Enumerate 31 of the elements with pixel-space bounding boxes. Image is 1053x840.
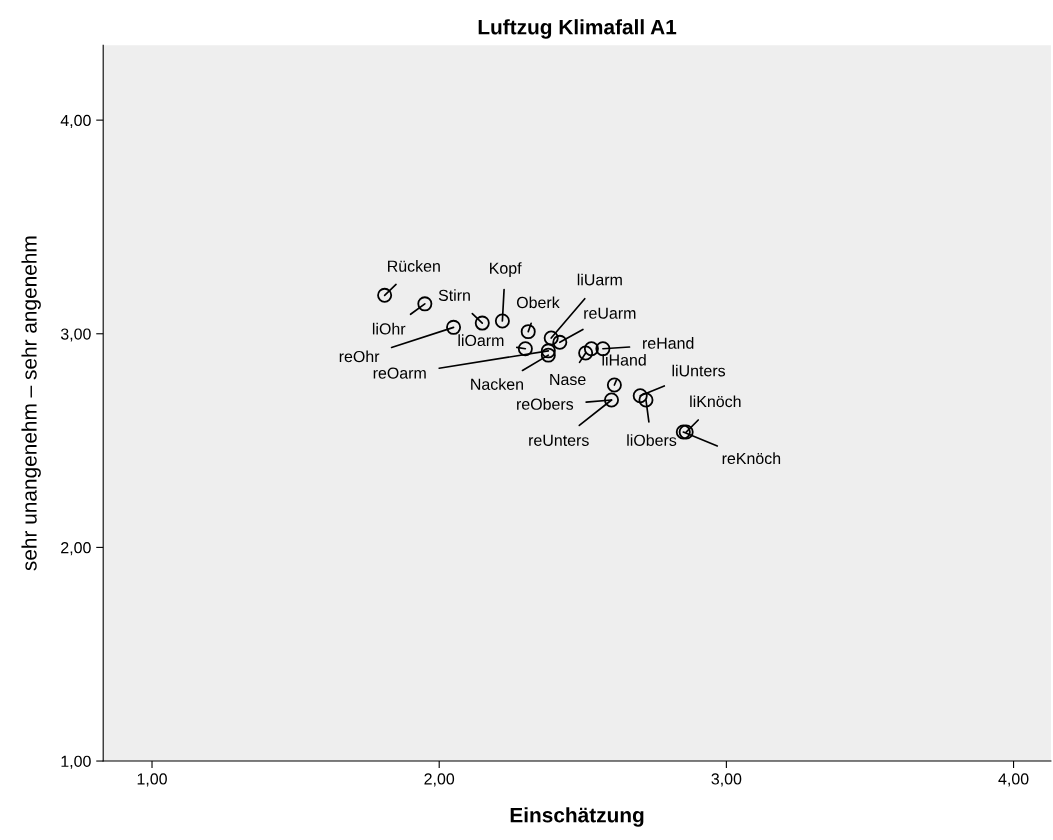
annotation: reKnöch bbox=[722, 452, 781, 465]
annotation: Nacken bbox=[471, 378, 523, 390]
y-tick-label: 1,00 bbox=[61, 755, 91, 769]
annotation: Oberk bbox=[516, 296, 560, 309]
annotation: reOhr bbox=[339, 350, 380, 363]
y-tick-label: 3,00 bbox=[60, 328, 91, 342]
annotation: Stirn bbox=[438, 289, 470, 301]
annotation: reUarm bbox=[584, 307, 636, 319]
annotation: liKnöch bbox=[690, 395, 741, 408]
annotation: liOhr bbox=[372, 322, 406, 335]
y-tick-label: 2,00 bbox=[61, 542, 91, 556]
annotation: liUarm bbox=[577, 273, 622, 286]
x-tick-label: 4,00 bbox=[998, 773, 1029, 787]
annotation: liObers bbox=[627, 434, 677, 446]
y-axis-title: sehr unangenehm – sehr angenehm bbox=[21, 236, 41, 571]
annotation: Kopf bbox=[490, 262, 522, 278]
annotation: reOarm bbox=[373, 367, 426, 379]
annotation: liUnters bbox=[672, 364, 726, 377]
x-tick-label: 2,00 bbox=[424, 773, 455, 787]
x-axis-title: Einschätzung bbox=[510, 807, 644, 827]
annotation: liHand bbox=[602, 353, 646, 366]
annotation: Nase bbox=[550, 373, 586, 386]
annotation: Rücken bbox=[388, 260, 440, 272]
y-tick-label: 4,00 bbox=[60, 114, 91, 128]
annotation: reUnters bbox=[529, 434, 589, 446]
annotation: reHand bbox=[643, 337, 694, 349]
x-tick-label: 1,00 bbox=[137, 773, 167, 787]
chart-title: Luftzug Klimafall A1 bbox=[478, 19, 677, 39]
x-tick-label: 3,00 bbox=[711, 773, 742, 787]
annotation: liOarm bbox=[458, 334, 504, 347]
annotation: reObers bbox=[517, 398, 574, 410]
